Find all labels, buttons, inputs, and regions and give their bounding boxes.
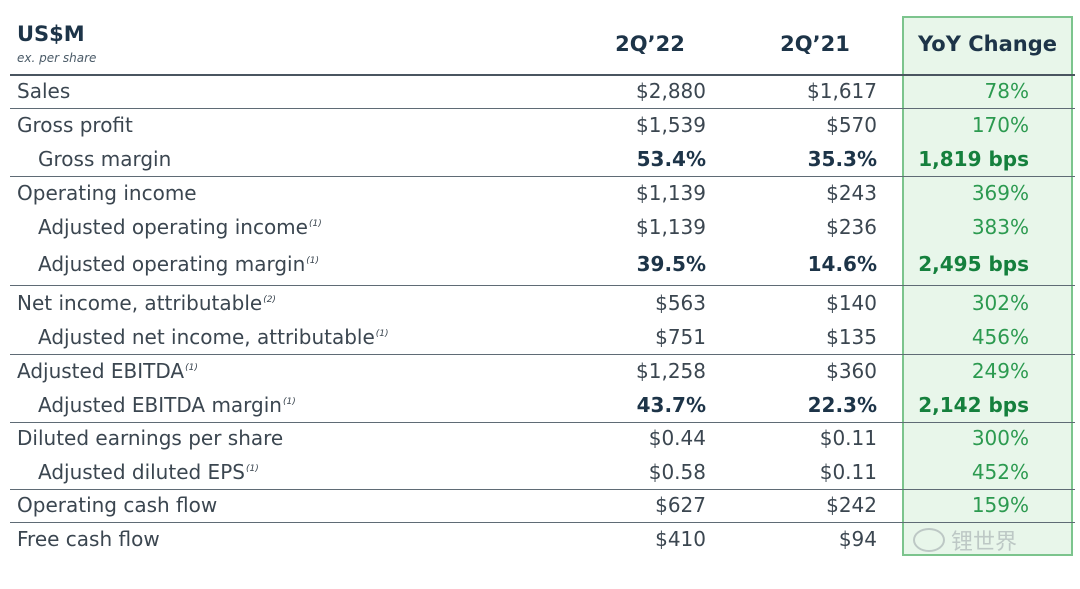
value-2q21: $570: [826, 113, 877, 137]
row-label-text: Adjusted EBITDA: [17, 359, 185, 383]
row-label: Gross profit: [17, 113, 133, 137]
value-2q22: $1,139: [636, 215, 706, 239]
footnote-marker: (1): [245, 464, 259, 474]
unit-label: US$M: [17, 22, 85, 46]
footnote-marker: (1): [375, 329, 389, 339]
row-label-text: Adjusted operating margin: [38, 252, 306, 276]
row-label: Diluted earnings per share: [17, 426, 284, 450]
value-2q22: 43.7%: [636, 393, 706, 417]
footnote-marker: (1): [308, 219, 322, 229]
unit-note: ex. per share: [17, 51, 97, 65]
value-2q21: $242: [826, 493, 877, 517]
row-label: Adjusted diluted EPS(1): [38, 460, 259, 484]
value-yoy: 2,142 bps: [918, 393, 1029, 417]
footnote-marker: (1): [185, 363, 198, 373]
row-divider: [10, 354, 1075, 355]
row-divider: [10, 422, 1075, 423]
watermark-text: 锂世界: [951, 530, 1018, 555]
value-2q22: $751: [655, 325, 706, 349]
yoy-column-highlight: [902, 16, 1073, 556]
row-label: Adjusted operating income(1): [38, 215, 322, 239]
row-label: Adjusted EBITDA margin(1): [38, 393, 296, 417]
value-2q21: $1,617: [807, 79, 877, 103]
value-2q21: 35.3%: [807, 147, 877, 171]
row-label: Adjusted net income, attributable(1): [38, 325, 389, 349]
value-yoy: 78%: [984, 79, 1029, 103]
value-2q21: $236: [826, 215, 877, 239]
value-2q22: 39.5%: [636, 252, 706, 276]
column-header-yoy-change: YoY Change: [918, 32, 1057, 56]
value-2q21: 22.3%: [807, 393, 877, 417]
wechat-icon: [913, 528, 945, 552]
value-2q22: $0.58: [648, 460, 706, 484]
value-2q21: $94: [838, 527, 877, 551]
row-label-text: Adjusted diluted EPS: [38, 460, 245, 484]
row-label: Sales: [17, 79, 71, 103]
row-label: Gross margin: [38, 147, 172, 171]
row-divider: [10, 285, 1075, 286]
value-yoy: 1,819 bps: [918, 147, 1029, 171]
value-yoy: 2,495 bps: [918, 252, 1029, 276]
value-2q22: $1,539: [636, 113, 706, 137]
value-yoy: 452%: [971, 460, 1029, 484]
value-yoy: 383%: [971, 215, 1029, 239]
value-2q21: $0.11: [819, 460, 877, 484]
row-label-text: Adjusted net income, attributable: [38, 325, 375, 349]
value-yoy: 300%: [971, 426, 1029, 450]
value-2q21: 14.6%: [807, 252, 877, 276]
value-2q22: $563: [655, 291, 706, 315]
row-label: Free cash flow: [17, 527, 160, 551]
footnote-marker: (2): [263, 295, 276, 305]
value-2q22: $410: [655, 527, 706, 551]
row-divider: [10, 108, 1075, 109]
value-2q22: $0.44: [648, 426, 706, 450]
column-header-2q21: 2Q’21: [780, 32, 850, 56]
row-divider: [10, 489, 1075, 490]
table-header: US$M ex. per share 2Q’22 2Q’21 YoY Chang…: [0, 0, 1080, 74]
value-2q22: 53.4%: [636, 147, 706, 171]
value-2q22: $1,258: [636, 359, 706, 383]
header-divider: [10, 74, 1075, 76]
row-label: Adjusted operating margin(1): [38, 252, 319, 276]
row-label: Net income, attributable(2): [17, 291, 276, 315]
value-yoy: 249%: [971, 359, 1029, 383]
row-divider: [10, 522, 1075, 523]
row-label-text: Net income, attributable: [17, 291, 263, 315]
value-yoy: 302%: [971, 291, 1029, 315]
row-label-text: Adjusted EBITDA margin: [38, 393, 282, 417]
value-yoy: 456%: [971, 325, 1029, 349]
value-2q21: $135: [826, 325, 877, 349]
column-header-2q22: 2Q’22: [615, 32, 685, 56]
value-2q22: $627: [655, 493, 706, 517]
watermark: 锂世界: [913, 524, 1017, 556]
row-label: Adjusted EBITDA(1): [17, 359, 198, 383]
row-label: Operating cash flow: [17, 493, 218, 517]
row-divider: [10, 176, 1075, 177]
value-yoy: 159%: [971, 493, 1029, 517]
row-label: Operating income: [17, 181, 197, 205]
value-2q21: $140: [826, 291, 877, 315]
row-label-text: Adjusted operating income: [38, 215, 308, 239]
value-yoy: 170%: [971, 113, 1029, 137]
footnote-marker: (1): [306, 256, 320, 266]
footnote-marker: (1): [282, 397, 296, 407]
value-2q21: $360: [826, 359, 877, 383]
value-2q21: $243: [826, 181, 877, 205]
value-2q21: $0.11: [819, 426, 877, 450]
value-yoy: 369%: [971, 181, 1029, 205]
value-2q22: $2,880: [636, 79, 706, 103]
value-2q22: $1,139: [636, 181, 706, 205]
